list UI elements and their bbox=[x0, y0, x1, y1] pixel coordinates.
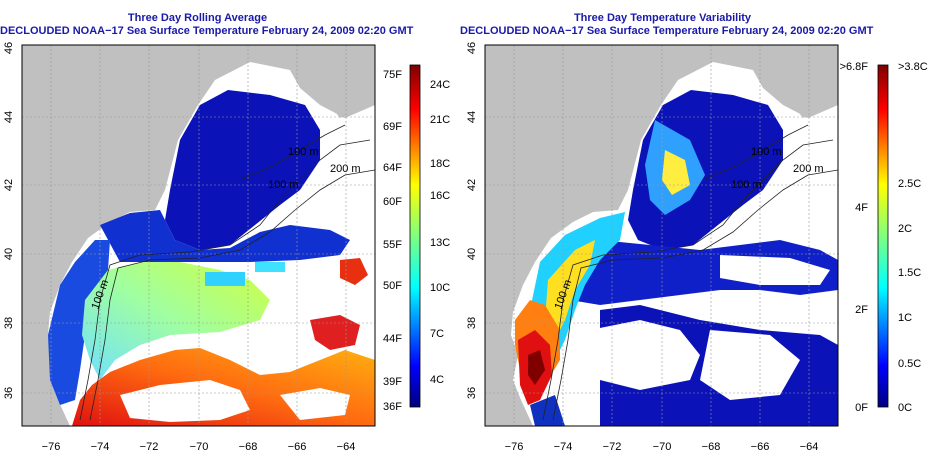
right-contour-label-2: 200 m bbox=[793, 163, 824, 175]
right-contour-label-3: 100 m bbox=[731, 179, 762, 191]
svg-text:4C: 4C bbox=[430, 374, 444, 386]
left-colorbar: 75F 69F 64F 60F 55F 50F 44F 39F 36F 24C … bbox=[383, 64, 450, 413]
left-y-ticks: 46 44 42 40 38 36 bbox=[3, 42, 15, 399]
svg-text:−68: −68 bbox=[702, 441, 721, 453]
svg-text:42: 42 bbox=[466, 179, 478, 191]
svg-text:−76: −76 bbox=[505, 441, 524, 453]
right-land bbox=[485, 45, 838, 426]
svg-text:−68: −68 bbox=[239, 441, 258, 453]
svg-text:10C: 10C bbox=[430, 282, 450, 294]
svg-text:1C: 1C bbox=[898, 312, 912, 324]
svg-text:0C: 0C bbox=[898, 402, 912, 414]
svg-text:−66: −66 bbox=[288, 441, 307, 453]
left-gulf-maine bbox=[165, 90, 320, 250]
right-colorbar: >6.8F 4F 2F 0F >3.8C 2.5C 2C 1.5C 1C 0.5… bbox=[840, 61, 928, 414]
left-contour-label-1: 100 m bbox=[288, 146, 319, 158]
svg-text:38: 38 bbox=[466, 317, 478, 329]
right-x-ticks: −76 −74 −72 −70 −68 −66 −64 bbox=[505, 441, 819, 453]
svg-text:1.5C: 1.5C bbox=[898, 267, 921, 279]
left-x-ticks: −76 −74 −72 −70 −68 −66 −64 bbox=[42, 441, 356, 453]
svg-text:18C: 18C bbox=[430, 158, 450, 170]
svg-text:44: 44 bbox=[3, 111, 15, 123]
right-gridlines bbox=[485, 45, 838, 426]
svg-text:>6.8F: >6.8F bbox=[840, 61, 869, 73]
svg-text:4F: 4F bbox=[855, 202, 868, 214]
svg-text:−74: −74 bbox=[554, 441, 573, 453]
svg-text:46: 46 bbox=[3, 42, 15, 54]
right-colorbar-celsius-labels: >3.8C 2.5C 2C 1.5C 1C 0.5C 0C bbox=[898, 61, 928, 414]
svg-text:36: 36 bbox=[466, 387, 478, 399]
svg-text:2F: 2F bbox=[855, 304, 868, 316]
svg-text:64F: 64F bbox=[383, 162, 402, 174]
svg-text:−66: −66 bbox=[751, 441, 770, 453]
svg-text:−64: −64 bbox=[337, 441, 356, 453]
svg-text:0.5C: 0.5C bbox=[898, 358, 921, 370]
svg-text:39F: 39F bbox=[383, 376, 402, 388]
svg-text:46: 46 bbox=[466, 42, 478, 54]
svg-text:40: 40 bbox=[466, 248, 478, 260]
svg-text:75F: 75F bbox=[383, 69, 402, 81]
left-gridlines bbox=[22, 45, 375, 426]
svg-text:7C: 7C bbox=[430, 328, 444, 340]
svg-text:−72: −72 bbox=[140, 441, 159, 453]
svg-text:36F: 36F bbox=[383, 401, 402, 413]
svg-text:−76: −76 bbox=[42, 441, 61, 453]
svg-text:−64: −64 bbox=[800, 441, 819, 453]
svg-text:44: 44 bbox=[466, 111, 478, 123]
left-colorbar-fahrenheit-labels: 75F 69F 64F 60F 55F 50F 44F 39F 36F bbox=[383, 69, 402, 413]
left-map-frame bbox=[21, 44, 376, 427]
left-contour-label-3: 100 m bbox=[268, 179, 299, 191]
right-map-frame bbox=[484, 44, 839, 427]
svg-text:40: 40 bbox=[3, 248, 15, 260]
svg-text:44F: 44F bbox=[383, 333, 402, 345]
svg-text:16C: 16C bbox=[430, 190, 450, 202]
svg-text:36: 36 bbox=[3, 387, 15, 399]
right-y-ticks: 46 44 42 40 38 36 bbox=[466, 42, 478, 399]
svg-text:−70: −70 bbox=[653, 441, 672, 453]
svg-text:38: 38 bbox=[3, 317, 15, 329]
right-contour-label-1: 100 m bbox=[751, 146, 782, 158]
left-land bbox=[22, 45, 375, 426]
svg-text:2C: 2C bbox=[898, 223, 912, 235]
svg-text:−72: −72 bbox=[603, 441, 622, 453]
left-title-line1: Three Day Rolling Average bbox=[127, 12, 268, 24]
right-title-line1: Three Day Temperature Variability bbox=[573, 12, 752, 24]
svg-text:60F: 60F bbox=[383, 196, 402, 208]
svg-text:69F: 69F bbox=[383, 121, 402, 133]
svg-text:55F: 55F bbox=[383, 239, 402, 251]
right-bathymetry-contours bbox=[542, 124, 838, 421]
left-map: 100 m 200 m 100 m 100 m 46 44 42 40 38 3… bbox=[3, 42, 376, 453]
left-colorbar-celsius-labels: 24C 21C 18C 16C 13C 10C 7C 4C bbox=[430, 79, 450, 386]
svg-text:50F: 50F bbox=[383, 280, 402, 292]
left-title-line2: DECLOUDED NOAA−17 Sea Surface Temperatur… bbox=[0, 25, 414, 37]
svg-text:−74: −74 bbox=[91, 441, 110, 453]
left-contour-label-2: 200 m bbox=[330, 163, 361, 175]
left-shelf-waters bbox=[82, 262, 270, 380]
left-bathymetry-contours bbox=[79, 124, 375, 421]
right-map: 100 m 200 m 100 m 100 m 46 44 42 40 38 3… bbox=[466, 42, 839, 453]
svg-text:>3.8C: >3.8C bbox=[898, 61, 928, 73]
svg-text:2.5C: 2.5C bbox=[898, 178, 921, 190]
svg-text:−70: −70 bbox=[190, 441, 209, 453]
svg-text:0F: 0F bbox=[855, 402, 868, 414]
right-colorbar-fahrenheit-labels: >6.8F 4F 2F 0F bbox=[840, 61, 869, 414]
right-title-line2: DECLOUDED NOAA−17 Sea Surface Temperatur… bbox=[460, 25, 874, 37]
svg-text:13C: 13C bbox=[430, 237, 450, 249]
svg-text:42: 42 bbox=[3, 179, 15, 191]
svg-text:21C: 21C bbox=[430, 114, 450, 126]
svg-text:24C: 24C bbox=[430, 79, 450, 91]
